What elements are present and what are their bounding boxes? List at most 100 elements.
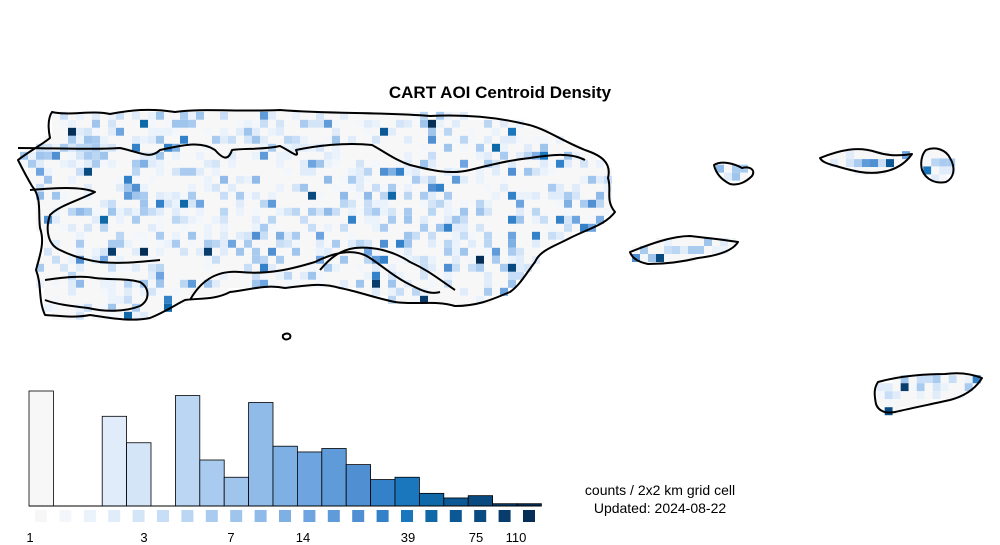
density-cell (276, 159, 284, 168)
density-cell (100, 311, 108, 320)
density-cell (460, 199, 468, 208)
density-cell (132, 247, 140, 256)
density-cell (428, 175, 436, 184)
density-cell (228, 199, 236, 208)
density-cell (484, 151, 492, 160)
density-cell (500, 119, 508, 128)
density-cell (388, 111, 396, 120)
density-cell (148, 271, 156, 280)
density-cell (356, 151, 364, 160)
density-cell (428, 167, 436, 176)
density-cell (452, 119, 460, 128)
density-cell (516, 183, 524, 192)
density-cell (396, 247, 404, 256)
density-cell (252, 215, 260, 224)
density-cell (508, 223, 516, 232)
density-cell (648, 254, 656, 262)
density-cell (36, 255, 44, 264)
density-cell (68, 255, 76, 264)
density-cell (220, 207, 228, 216)
density-cell (268, 159, 276, 168)
density-cell (140, 119, 148, 128)
histogram-bar (443, 497, 469, 507)
density-cell (252, 199, 260, 208)
density-cell (364, 143, 372, 152)
density-cell (564, 183, 572, 192)
density-cell (76, 287, 84, 296)
density-cell (100, 287, 108, 296)
density-cell (444, 183, 452, 192)
density-cell (60, 255, 68, 264)
density-cell (356, 255, 364, 264)
density-cell (596, 215, 604, 224)
density-cell (364, 231, 372, 240)
density-cell (412, 239, 420, 248)
density-cell (468, 151, 476, 160)
density-cell (444, 119, 452, 128)
density-cell (76, 231, 84, 240)
density-cell (300, 207, 308, 216)
density-cell (236, 271, 244, 280)
density-cell (44, 303, 52, 312)
density-cell (516, 271, 524, 280)
density-cell (220, 239, 228, 248)
density-cell (476, 135, 484, 144)
density-cell (380, 287, 388, 296)
density-cell (188, 239, 196, 248)
density-cell (60, 303, 68, 312)
density-cell (508, 119, 516, 128)
density-cell (236, 247, 244, 256)
density-cell (332, 199, 340, 208)
density-cell (300, 271, 308, 280)
density-cell (468, 183, 476, 192)
density-cell (388, 199, 396, 208)
density-cell (332, 239, 340, 248)
density-cell (228, 231, 236, 240)
density-cell (596, 167, 604, 176)
density-cell (452, 199, 460, 208)
density-cell (956, 375, 965, 384)
density-cell (220, 151, 228, 160)
density-cell (428, 207, 436, 216)
histogram-bar (101, 415, 127, 507)
density-cell (444, 143, 452, 152)
density-cell (308, 111, 316, 120)
density-cell (412, 183, 420, 192)
density-cell (428, 247, 436, 256)
density-cell (556, 199, 564, 208)
density-cell (396, 127, 404, 136)
density-cell (76, 119, 84, 128)
density-cell (36, 191, 44, 200)
density-cell (284, 111, 292, 120)
density-cell (252, 263, 260, 272)
density-cell (830, 151, 838, 160)
density-cell (84, 215, 92, 224)
density-cell (164, 303, 172, 312)
density-cell (268, 279, 276, 288)
density-cell (268, 199, 276, 208)
density-cell (124, 247, 132, 256)
density-cell (300, 167, 308, 176)
density-cell (892, 399, 901, 408)
density-cell (364, 167, 372, 176)
density-cell (196, 263, 204, 272)
density-cell (180, 143, 188, 152)
density-cell (172, 255, 180, 264)
density-cell (228, 215, 236, 224)
density-cell (204, 119, 212, 128)
density-cell (340, 127, 348, 136)
density-cell (460, 287, 468, 296)
density-cell (116, 247, 124, 256)
density-cell (540, 239, 548, 248)
density-cell (516, 159, 524, 168)
density-cell (140, 223, 148, 232)
density-cell (484, 199, 492, 208)
density-cell (508, 263, 516, 272)
density-cell (500, 151, 508, 160)
density-cell (308, 207, 316, 216)
density-cell (60, 135, 68, 144)
density-cell (436, 223, 444, 232)
density-cell (404, 191, 412, 200)
density-cell (428, 199, 436, 208)
legend-swatch (181, 510, 194, 522)
